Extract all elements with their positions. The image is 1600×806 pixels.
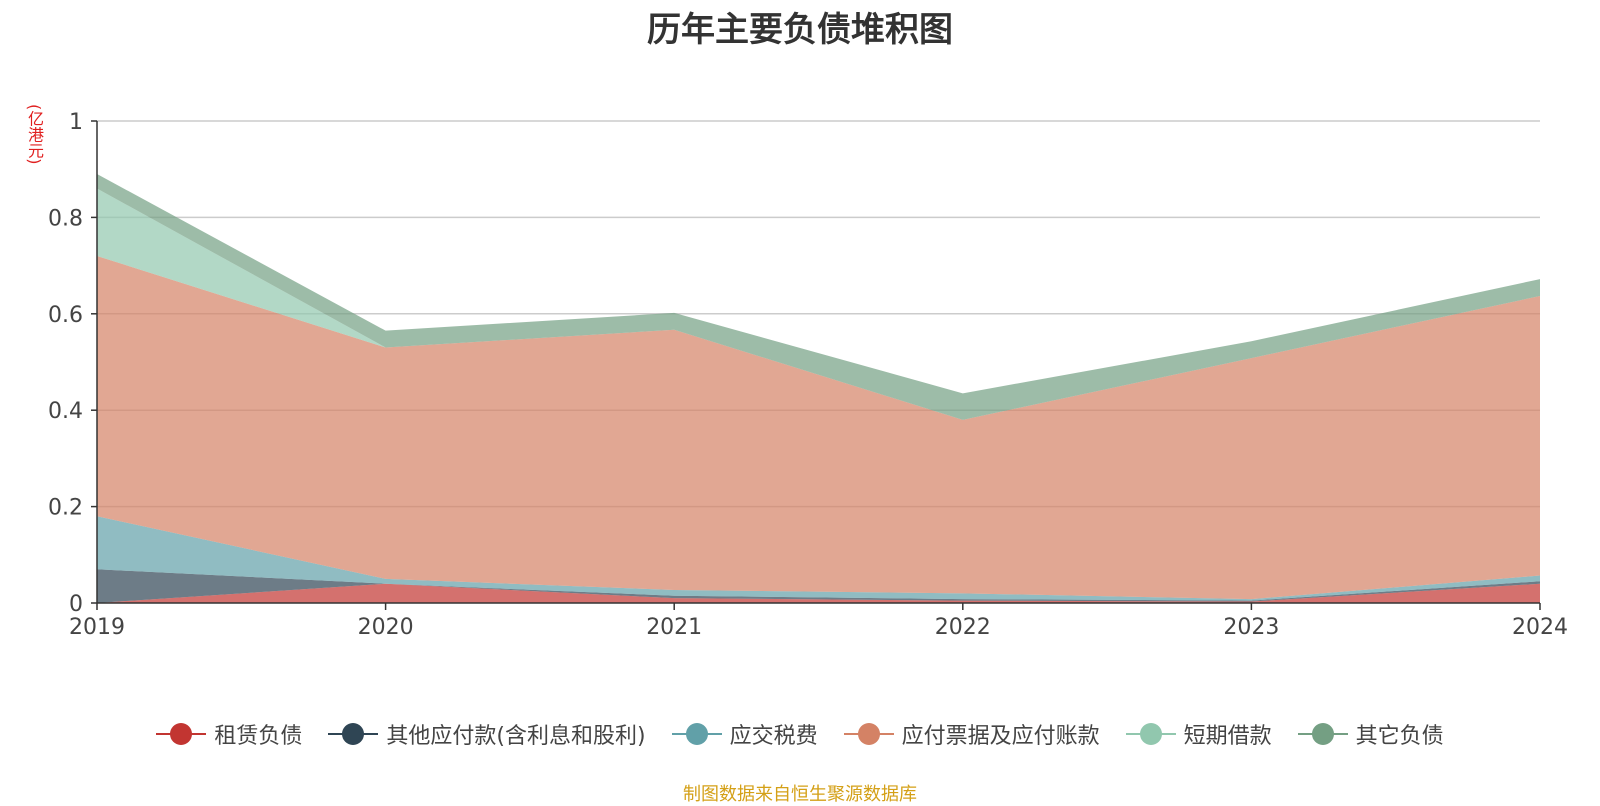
x-tick-label-5: 2024	[1512, 615, 1568, 640]
legend-marker-icon	[1297, 722, 1348, 746]
legend-label: 其他应付款(含利息和股利)	[386, 724, 646, 749]
legend: 租赁负债 其他应付款(含利息和股利) 应交税费 应付票据及应付账款 短期借款 其它负债	[0, 718, 1600, 750]
y-axis-ticks: 0 0.2 0.4 0.6 0.8 1	[48, 110, 97, 617]
x-tick-label-0: 2019	[69, 615, 125, 640]
legend-item-4[interactable]: 短期借款	[1125, 718, 1272, 750]
legend-label: 租赁负债	[214, 724, 303, 749]
legend-label: 其它负债	[1355, 724, 1444, 749]
y-tick-label-4: 0.8	[48, 206, 83, 231]
area-series-5	[97, 174, 1540, 420]
y-tick-label-0: 0	[69, 592, 83, 617]
x-axis-ticks: 2019 2020 2021 2022 2023 2024	[69, 603, 1568, 640]
legend-dot	[1139, 723, 1162, 745]
chart-title: 历年主要负债堆积图	[647, 10, 953, 50]
legend-marker-icon	[1125, 722, 1176, 746]
area-series-0	[97, 583, 1540, 603]
area-series-3	[97, 255, 1540, 600]
legend-marker-icon	[671, 722, 722, 746]
area-series	[97, 174, 1540, 603]
x-tick-label-1: 2020	[358, 615, 414, 640]
axes	[96, 121, 1540, 604]
y-tick-label-5: 1	[69, 110, 83, 135]
legend-item-5[interactable]: 其它负债	[1297, 718, 1444, 750]
legend-dot	[857, 723, 880, 745]
legend-label: 应交税费	[729, 724, 818, 749]
y-axis-unit-label: (亿港元)	[25, 104, 44, 165]
legend-item-2[interactable]: 应交税费	[671, 718, 818, 750]
y-tick-label-1: 0.2	[48, 496, 83, 521]
legend-dot	[1311, 723, 1334, 745]
y-tick-label-2: 0.4	[48, 399, 83, 424]
legend-item-1[interactable]: 其他应付款(含利息和股利)	[328, 718, 646, 750]
x-tick-label-3: 2022	[935, 615, 991, 640]
legend-label: 短期借款	[1183, 724, 1272, 749]
x-tick-label-2: 2021	[646, 615, 702, 640]
y-tick-label-3: 0.6	[48, 303, 83, 328]
legend-dot	[342, 723, 365, 745]
legend-marker-icon	[156, 722, 207, 746]
legend-dot	[685, 723, 708, 745]
x-tick-label-4: 2023	[1223, 615, 1279, 640]
legend-marker-icon	[328, 722, 379, 746]
legend-item-3[interactable]: 应付票据及应付账款	[843, 718, 1100, 750]
legend-label: 应付票据及应付账款	[901, 724, 1100, 749]
legend-item-0[interactable]: 租赁负债	[156, 718, 302, 750]
data-source-note: 制图数据来自恒生聚源数据库	[683, 784, 917, 805]
legend-marker-icon	[843, 722, 894, 746]
legend-dot	[170, 723, 193, 745]
